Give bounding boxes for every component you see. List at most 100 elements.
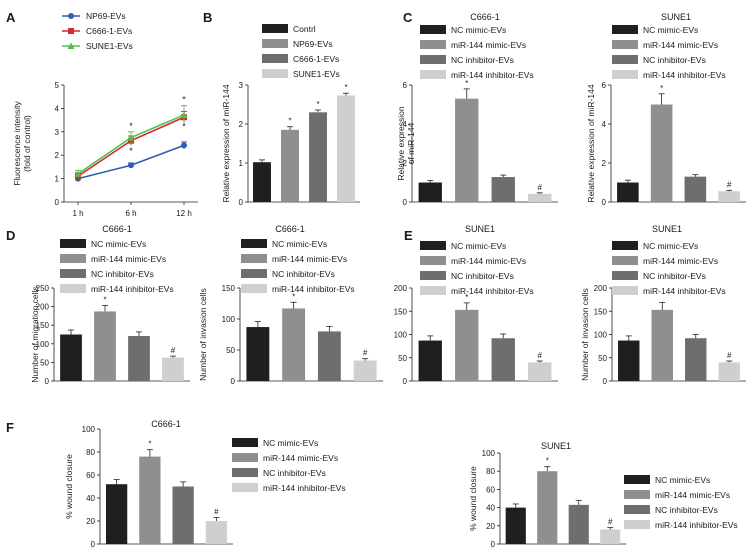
significance-mark: # xyxy=(727,351,732,360)
panel-title: SUNE1 xyxy=(465,224,495,234)
legend-label: NC inhibitor-EVs xyxy=(655,505,718,515)
legend-label: miR-144 inhibitor-EVs xyxy=(451,70,534,80)
significance-mark: * xyxy=(129,121,133,131)
bar xyxy=(618,340,640,381)
legend-label: NC inhibitor-EVs xyxy=(643,271,706,281)
bar xyxy=(455,309,479,381)
legend-label: NC mimic-EVs xyxy=(91,239,146,249)
panel-title: SUNE1 xyxy=(541,441,571,451)
y-axis-label: Number of migration cells xyxy=(30,286,40,382)
legend-swatch xyxy=(232,483,258,492)
legend-swatch xyxy=(612,241,638,250)
legend-swatch xyxy=(262,39,288,48)
legend-label: C666-1-EVs xyxy=(293,54,339,64)
y-axis-label: Number of invasion cells xyxy=(580,288,590,381)
significance-mark: * xyxy=(288,117,291,126)
legend-label: NC mimic-EVs xyxy=(655,475,710,485)
legend-label: miR-144 mimic-EVs xyxy=(451,256,526,266)
significance-mark: # xyxy=(214,508,219,517)
panel-label: A xyxy=(6,10,16,25)
legend-swatch xyxy=(241,284,267,293)
legend-swatch xyxy=(624,490,650,499)
data-point xyxy=(180,111,188,118)
legend-swatch xyxy=(420,241,446,250)
y-tick-label: 0 xyxy=(403,198,408,207)
y-axis-label: (fold of control) xyxy=(22,115,32,172)
y-tick-label: 100 xyxy=(594,331,608,340)
y-axis-label: Number of invasion cells xyxy=(198,288,208,381)
bar xyxy=(600,529,621,544)
bar xyxy=(105,484,128,544)
bar xyxy=(418,340,442,381)
y-tick-label: 0 xyxy=(45,377,50,386)
legend-swatch xyxy=(612,55,638,64)
legend-swatch xyxy=(420,286,446,295)
y-tick-label: 80 xyxy=(486,467,495,476)
y-tick-label: 2 xyxy=(239,120,244,129)
bar xyxy=(684,176,707,202)
legend-swatch xyxy=(612,25,638,34)
legend-swatch xyxy=(624,520,650,529)
legend-swatch xyxy=(262,69,288,78)
panel-title: SUNE1 xyxy=(661,12,691,22)
legend-swatch xyxy=(420,256,446,265)
significance-mark: # xyxy=(171,346,176,355)
bar xyxy=(568,504,589,544)
bar xyxy=(282,308,306,381)
y-tick-label: 100 xyxy=(82,425,96,434)
significance-mark: * xyxy=(103,295,106,304)
legend-swatch xyxy=(420,40,446,49)
legend-swatch xyxy=(241,269,267,278)
y-tick-label: 150 xyxy=(222,284,236,293)
legend-swatch xyxy=(60,239,86,248)
y-tick-label: 150 xyxy=(394,307,408,316)
legend-label: NC inhibitor-EVs xyxy=(91,269,154,279)
legend-swatch xyxy=(420,271,446,280)
legend-label: NC inhibitor-EVs xyxy=(263,468,326,478)
legend-swatch xyxy=(241,239,267,248)
legend-label: NC inhibitor-EVs xyxy=(272,269,335,279)
y-tick-label: 250 xyxy=(36,284,50,293)
panel-label: F xyxy=(6,420,14,435)
y-tick-label: 2 xyxy=(602,159,607,168)
y-tick-label: 4 xyxy=(602,120,607,129)
bar xyxy=(455,98,479,202)
y-tick-label: 0 xyxy=(231,377,236,386)
bar xyxy=(128,335,150,381)
legend-label: miR-144 mimic-EVs xyxy=(91,254,166,264)
legend-marker xyxy=(68,28,74,34)
y-tick-label: 150 xyxy=(594,307,608,316)
y-tick-label: 3 xyxy=(55,128,60,137)
y-tick-label: 2 xyxy=(403,159,408,168)
y-tick-label: 50 xyxy=(598,354,607,363)
significance-mark: * xyxy=(465,79,468,88)
legend-label: miR-144 mimic-EVs xyxy=(655,490,730,500)
legend-label: NC inhibitor-EVs xyxy=(451,271,514,281)
legend-swatch xyxy=(624,505,650,514)
y-tick-label: 4 xyxy=(403,120,408,129)
data-point xyxy=(127,134,135,141)
x-tick-label: 1 h xyxy=(72,209,83,218)
y-tick-label: 80 xyxy=(86,448,95,457)
panel-title: C666-1 xyxy=(102,224,132,234)
y-axis-label: Relative expression xyxy=(396,106,406,180)
panel-title: C666-1 xyxy=(151,419,181,429)
y-tick-label: 100 xyxy=(222,315,236,324)
y-tick-label: 1 xyxy=(55,175,60,184)
data-point xyxy=(74,170,82,177)
y-tick-label: 100 xyxy=(482,449,496,458)
significance-mark: * xyxy=(546,457,549,466)
legend-label: miR-144 inhibitor-EVs xyxy=(643,70,726,80)
y-tick-label: 50 xyxy=(40,358,49,367)
legend-label: NC inhibitor-EVs xyxy=(451,55,514,65)
bar xyxy=(162,357,184,381)
significance-mark: * xyxy=(316,100,319,109)
data-point xyxy=(181,142,187,149)
y-tick-label: 0 xyxy=(55,198,60,207)
significance-mark: * xyxy=(344,83,347,92)
legend-label: miR-144 inhibitor-EVs xyxy=(272,284,355,294)
y-axis-label: Relative expression of miR-144 xyxy=(586,84,596,202)
y-axis-label: % wound closure xyxy=(64,454,74,519)
bar xyxy=(537,471,558,544)
y-tick-label: 40 xyxy=(486,504,495,513)
